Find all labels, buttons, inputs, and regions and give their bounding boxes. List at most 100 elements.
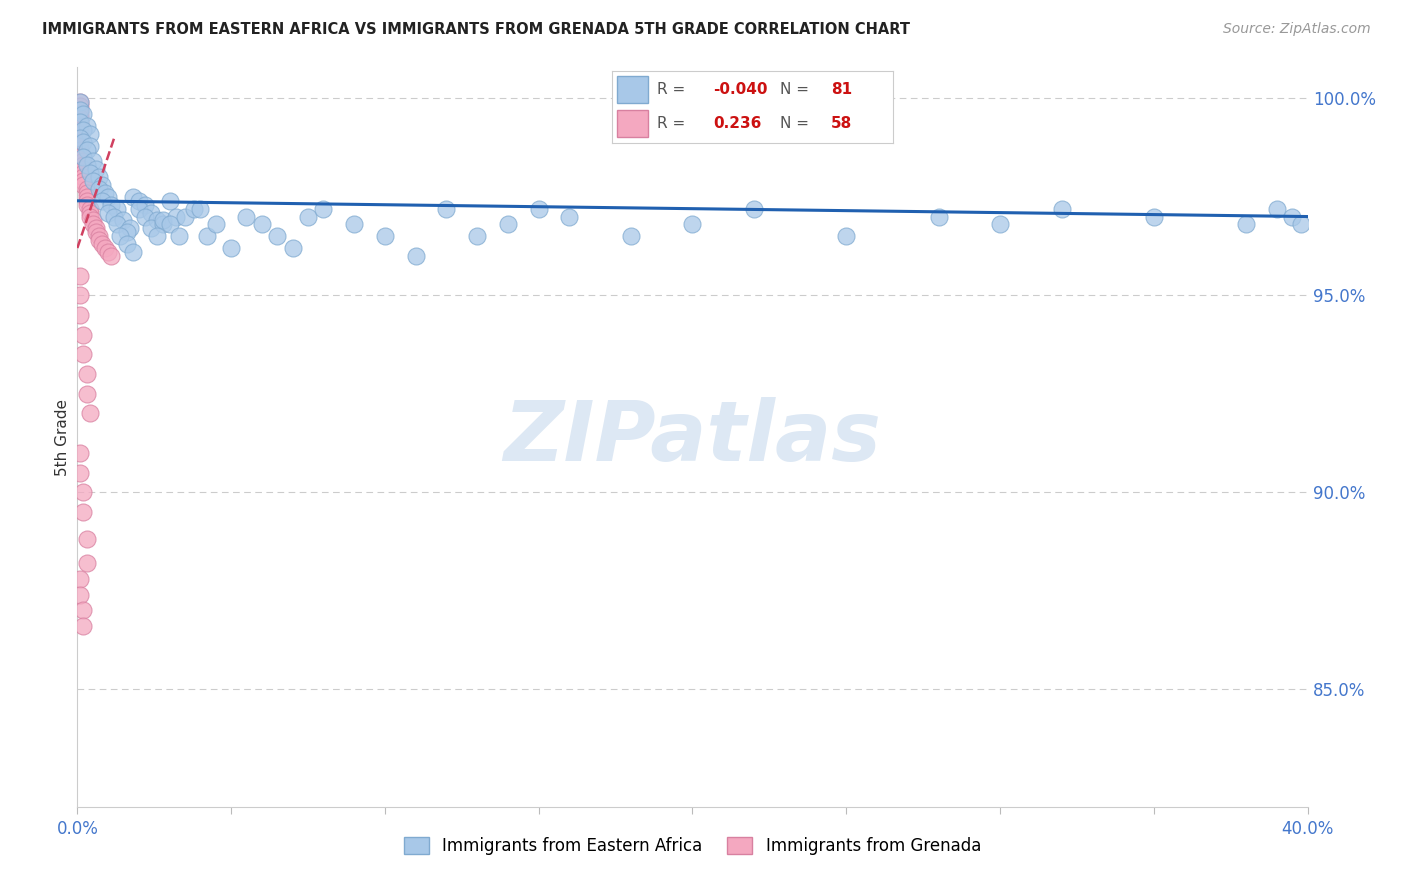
Point	[69, 143, 91, 157]
Point	[72, 603, 94, 617]
Point	[76, 386, 98, 401]
Point	[87, 170, 110, 185]
Point	[281, 241, 304, 255]
Text: 81: 81	[831, 82, 852, 97]
Point	[69, 115, 91, 129]
Point	[134, 198, 156, 212]
Point	[141, 205, 163, 219]
Point	[97, 190, 120, 204]
Point	[115, 237, 138, 252]
Point	[76, 182, 98, 196]
Point	[82, 154, 104, 169]
Point	[436, 202, 458, 216]
Point	[118, 221, 141, 235]
Point	[84, 162, 107, 177]
Point	[835, 229, 858, 244]
Point	[76, 198, 98, 212]
Text: IMMIGRANTS FROM EASTERN AFRICA VS IMMIGRANTS FROM GRENADA 5TH GRADE CORRELATION : IMMIGRANTS FROM EASTERN AFRICA VS IMMIGR…	[42, 22, 910, 37]
Text: N =: N =	[780, 82, 810, 97]
Point	[128, 194, 150, 208]
Point	[69, 138, 91, 153]
Point	[90, 237, 114, 252]
Text: Source: ZipAtlas.com: Source: ZipAtlas.com	[1223, 22, 1371, 37]
Point	[72, 166, 94, 180]
Text: R =: R =	[657, 82, 685, 97]
Text: ZIPatlas: ZIPatlas	[503, 397, 882, 477]
Point	[82, 174, 104, 188]
Point	[219, 241, 242, 255]
Point	[69, 127, 91, 141]
Point	[496, 218, 519, 232]
Point	[97, 205, 120, 219]
Point	[121, 190, 143, 204]
Point	[87, 229, 110, 244]
Point	[103, 210, 125, 224]
Point	[76, 190, 98, 204]
Point	[72, 347, 94, 361]
Point	[183, 202, 205, 216]
Point	[72, 107, 94, 121]
Point	[115, 225, 138, 239]
Text: R =: R =	[657, 116, 685, 131]
Point	[90, 178, 114, 192]
Point	[165, 210, 187, 224]
Point	[72, 619, 94, 633]
Point	[110, 229, 132, 244]
Point	[69, 111, 91, 125]
Point	[146, 229, 169, 244]
Point	[69, 123, 91, 137]
Point	[121, 245, 143, 260]
Point	[69, 135, 91, 149]
Point	[69, 572, 91, 586]
Point	[72, 505, 94, 519]
Point	[167, 229, 190, 244]
Point	[100, 198, 122, 212]
Point	[72, 135, 94, 149]
Point	[76, 143, 98, 157]
Text: 0.236: 0.236	[713, 116, 761, 131]
Point	[72, 158, 94, 172]
Point	[152, 213, 174, 227]
Point	[266, 229, 288, 244]
Point	[928, 210, 950, 224]
Point	[79, 407, 101, 421]
Point	[69, 308, 91, 322]
Point	[79, 202, 101, 216]
Point	[374, 229, 396, 244]
Point	[79, 210, 101, 224]
Point	[112, 213, 135, 227]
Point	[79, 205, 101, 219]
Point	[94, 241, 117, 255]
Point	[141, 221, 163, 235]
Point	[79, 138, 101, 153]
Point	[297, 210, 319, 224]
Point	[79, 127, 101, 141]
Point	[69, 119, 91, 133]
Point	[82, 218, 104, 232]
Point	[988, 218, 1011, 232]
Point	[69, 107, 91, 121]
Point	[558, 210, 581, 224]
Point	[69, 103, 91, 118]
Point	[405, 249, 427, 263]
Point	[69, 146, 91, 161]
Point	[527, 202, 550, 216]
Point	[97, 245, 120, 260]
Point	[72, 327, 94, 342]
Point	[72, 170, 94, 185]
Point	[69, 130, 91, 145]
Point	[174, 210, 197, 224]
Point	[87, 233, 110, 247]
Point	[465, 229, 488, 244]
Point	[69, 130, 91, 145]
Point	[105, 202, 128, 216]
Point	[69, 151, 91, 165]
Point	[69, 103, 91, 118]
Point	[128, 202, 150, 216]
Point	[82, 213, 104, 227]
Point	[1234, 218, 1257, 232]
Point	[76, 194, 98, 208]
Point	[69, 115, 91, 129]
Point	[69, 99, 91, 113]
Point	[94, 186, 117, 200]
